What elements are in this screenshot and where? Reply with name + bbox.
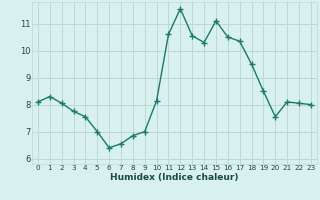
X-axis label: Humidex (Indice chaleur): Humidex (Indice chaleur): [110, 173, 239, 182]
